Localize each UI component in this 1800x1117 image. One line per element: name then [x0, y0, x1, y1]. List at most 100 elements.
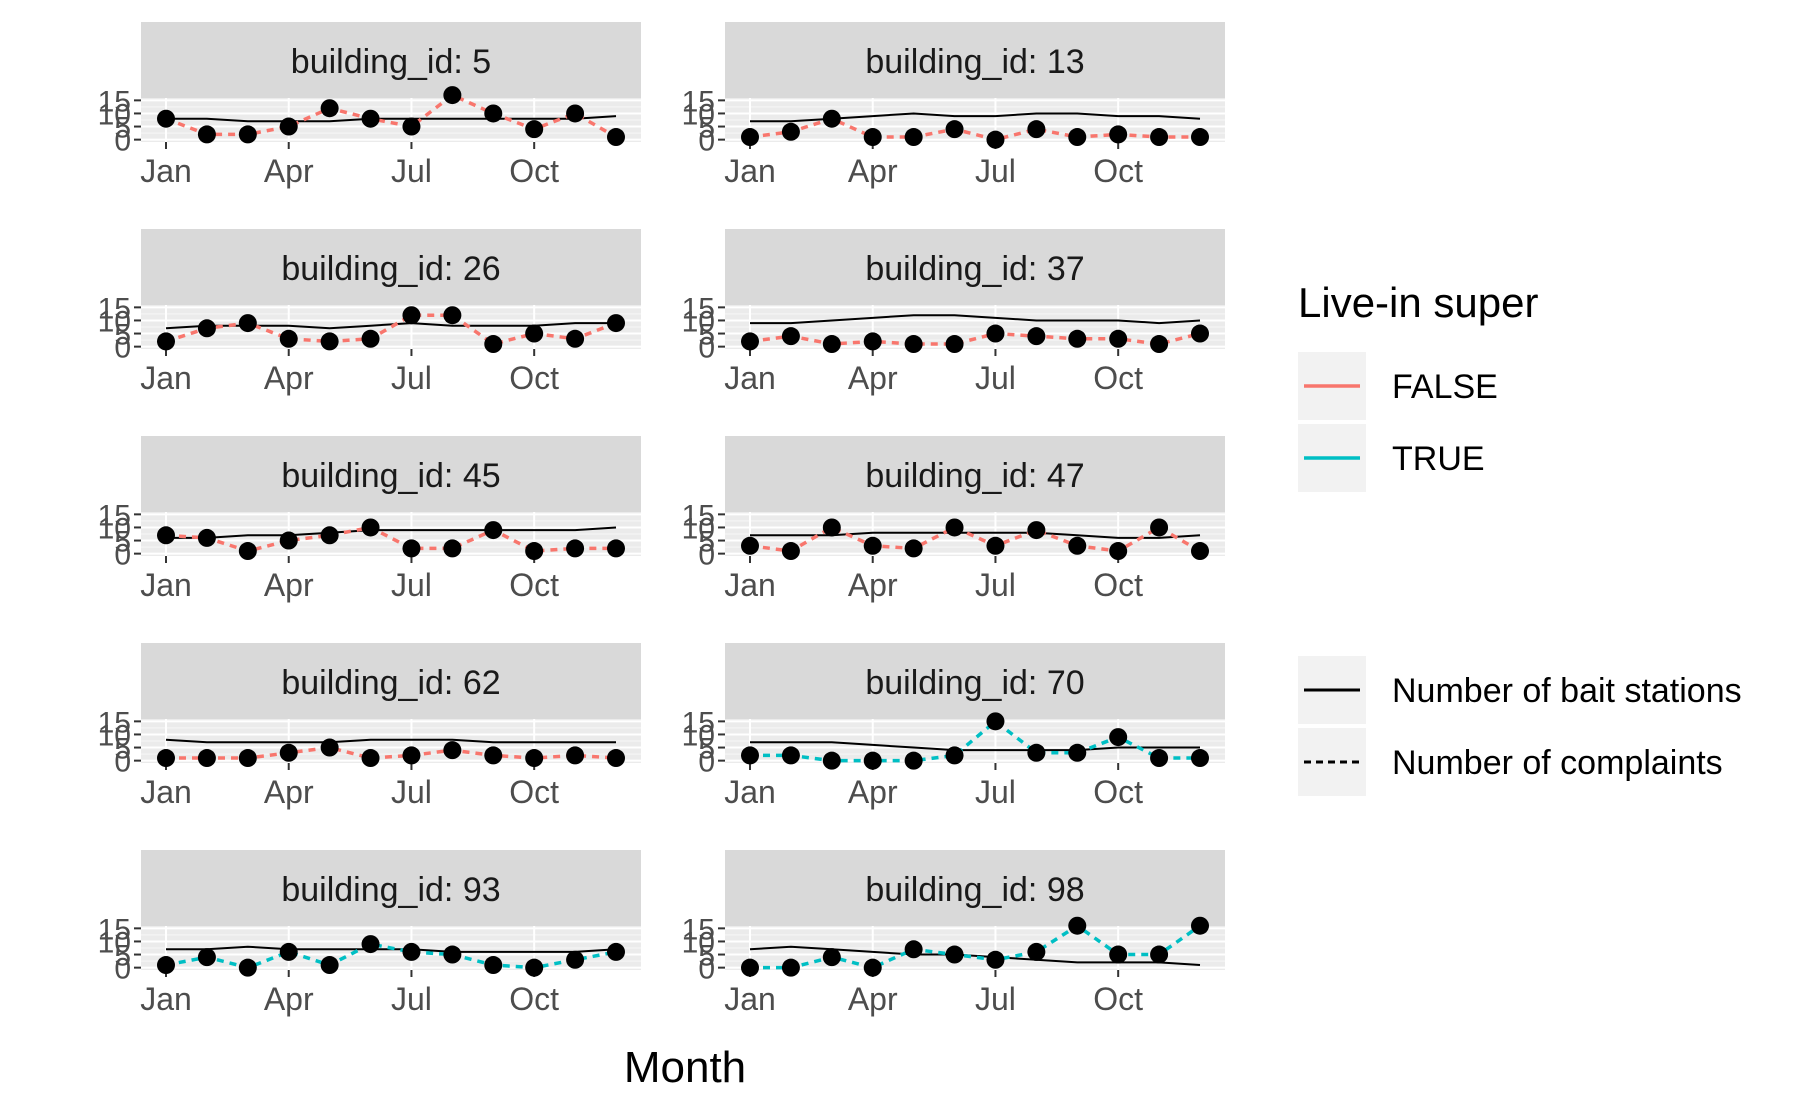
y-tick-label: 0: [114, 539, 131, 572]
x-tick-label: Jul: [975, 567, 1016, 603]
facet-strip: [725, 436, 1225, 512]
x-tick-label: Apr: [264, 567, 314, 603]
y-tick-label: 10: [98, 719, 131, 752]
facet-title: building_id: 37: [865, 250, 1084, 288]
complaint-point: [986, 130, 1005, 149]
complaint-point: [1150, 128, 1169, 147]
legend-title: Live-in super: [1298, 279, 1538, 326]
facet-title: building_id: 98: [865, 871, 1084, 909]
complaint-point: [402, 117, 421, 136]
complaint-point: [157, 956, 175, 975]
complaint-point: [402, 539, 421, 558]
complaint-point: [484, 521, 503, 540]
x-tick-label: Oct: [1093, 153, 1143, 189]
complaint-point: [484, 104, 503, 123]
complaint-point: [1191, 542, 1209, 561]
legend-label: Number of bait stations: [1392, 672, 1742, 710]
y-tick-label: 5: [698, 526, 715, 559]
x-tick-label: Oct: [1093, 981, 1143, 1017]
y-tick-label: 10: [98, 512, 131, 545]
complaint-point: [945, 335, 964, 354]
y-tick-label: 5: [698, 319, 715, 352]
complaint-point: [904, 128, 923, 147]
complaint-point: [781, 122, 800, 141]
complaint-point: [822, 948, 841, 967]
complaint-point: [402, 306, 421, 325]
x-tick-label: Jan: [724, 567, 776, 603]
facet-strip: [725, 229, 1225, 305]
complaint-point: [1191, 916, 1209, 935]
complaint-point: [157, 109, 175, 128]
complaint-point: [741, 536, 759, 555]
x-tick-label: Jul: [391, 774, 432, 810]
legend-label: Number of complaints: [1392, 744, 1723, 782]
bait-stations-line: [166, 115, 617, 123]
complaint-point: [945, 518, 964, 537]
x-tick-label: Oct: [509, 567, 559, 603]
complaint-point: [566, 539, 585, 558]
complaint-point: [238, 542, 257, 561]
x-tick-label: Jan: [724, 774, 776, 810]
complaint-point: [484, 335, 503, 354]
x-tick-label: Jul: [975, 981, 1016, 1017]
y-tick-label: 15: [98, 706, 131, 739]
complaint-point: [1068, 329, 1087, 348]
complaint-point: [1068, 916, 1087, 935]
complaint-point: [525, 749, 544, 768]
y-tick-label: 10: [682, 719, 715, 752]
x-tick-label: Oct: [509, 153, 559, 189]
y-tick-label: 15: [682, 85, 715, 118]
y-tick-label: 5: [114, 319, 131, 352]
complaint-point: [1191, 128, 1209, 147]
bait-stations-line: [750, 741, 1200, 752]
complaint-point: [904, 335, 923, 354]
complaint-point: [197, 319, 216, 338]
x-tick-label: Jul: [975, 360, 1016, 396]
facet-title: building_id: 62: [281, 664, 500, 702]
complaint-point: [741, 332, 759, 351]
y-tick-label: 10: [98, 305, 131, 338]
bait-stations-line: [166, 526, 617, 539]
x-tick-label: Jan: [724, 981, 776, 1017]
complaint-point: [566, 950, 585, 969]
complaint-point: [197, 749, 216, 768]
complaint-point: [1027, 743, 1046, 762]
bait-stations-line: [749, 945, 1201, 967]
y-tick-label: 0: [114, 746, 131, 779]
y-tick-label: 5: [698, 112, 715, 145]
y-tick-label: 15: [98, 85, 131, 118]
complaint-point: [1191, 324, 1209, 343]
y-tick-label: 5: [114, 940, 131, 973]
complaint-point: [863, 536, 882, 555]
y-tick-label: 15: [682, 499, 715, 532]
complaint-point: [607, 128, 625, 147]
y-tick-label: 15: [98, 292, 131, 325]
x-tick-label: Oct: [1093, 774, 1143, 810]
complaint-point: [904, 751, 923, 770]
complaint-point: [279, 117, 298, 136]
x-tick-label: Jul: [391, 153, 432, 189]
complaint-point: [238, 314, 257, 333]
complaint-point: [607, 539, 625, 558]
bait-stations-line: [750, 314, 1201, 325]
complaint-point: [197, 528, 216, 547]
legend-label: FALSE: [1392, 368, 1498, 406]
complaint-point: [361, 935, 380, 954]
y-tick-label: 15: [682, 292, 715, 325]
x-tick-label: Apr: [848, 981, 898, 1017]
y-tick-label: 0: [698, 746, 715, 779]
x-tick-label: Jul: [975, 153, 1016, 189]
complaint-point: [402, 942, 421, 961]
y-tick-label: 5: [698, 733, 715, 766]
x-tick-label: Oct: [1093, 567, 1143, 603]
y-tick-label: 0: [114, 125, 131, 158]
x-tick-label: Apr: [848, 360, 898, 396]
complaint-point: [197, 948, 216, 967]
complaint-point: [566, 746, 585, 765]
complaint-point: [320, 738, 339, 757]
y-tick-label: 10: [98, 98, 131, 131]
